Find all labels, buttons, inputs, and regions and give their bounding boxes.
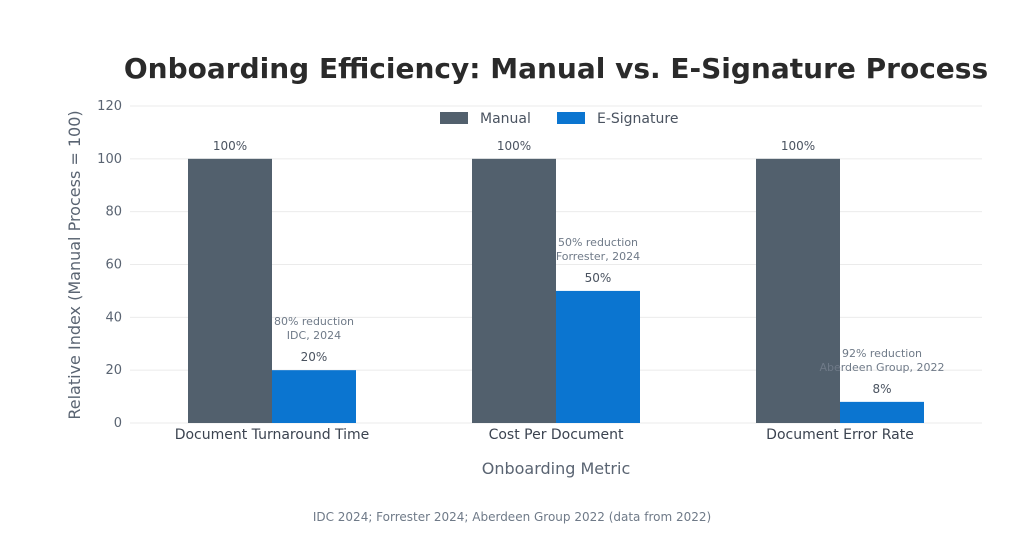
bar-e-signature bbox=[272, 370, 356, 423]
x-category-label: Document Turnaround Time bbox=[175, 427, 370, 443]
bar-e-signature bbox=[556, 290, 640, 423]
bar-manual bbox=[472, 158, 556, 424]
bar-e-signature bbox=[840, 401, 924, 423]
y-tick-label: 20 bbox=[105, 363, 122, 378]
bars bbox=[188, 158, 924, 424]
data-label: 8% bbox=[872, 382, 891, 396]
legend-swatch bbox=[557, 112, 585, 124]
legend-label: Manual bbox=[480, 111, 531, 127]
y-tick-label: 0 bbox=[114, 416, 122, 431]
annotation-line: IDC, 2024 bbox=[287, 329, 341, 342]
legend-swatch bbox=[440, 112, 468, 124]
data-label: 100% bbox=[497, 139, 531, 153]
y-axis-ticks: 0 20 40 60 80 100 120 bbox=[97, 99, 122, 431]
x-axis-categories: Document Turnaround Time Cost Per Documen… bbox=[175, 427, 914, 443]
y-tick-label: 120 bbox=[97, 99, 122, 114]
data-label: 100% bbox=[213, 139, 247, 153]
bar-manual bbox=[188, 158, 272, 424]
value-labels: 100% 20% 100% 50% 100% 8% bbox=[213, 139, 892, 396]
y-tick-label: 40 bbox=[105, 310, 122, 325]
y-tick-label: 80 bbox=[105, 205, 122, 220]
annotation-line: 50% reduction bbox=[558, 236, 638, 249]
bar-manual bbox=[756, 158, 840, 424]
data-label: 20% bbox=[301, 350, 328, 364]
annotation-line: Aberdeen Group, 2022 bbox=[819, 361, 944, 374]
annotation-line: Forrester, 2024 bbox=[556, 250, 640, 263]
data-label: 50% bbox=[585, 271, 612, 285]
chart-title: Onboarding Efficiency: Manual vs. E-Sign… bbox=[124, 52, 988, 85]
y-axis-title: Relative Index (Manual Process = 100) bbox=[65, 110, 84, 419]
data-label: 100% bbox=[781, 139, 815, 153]
annotation-line: 80% reduction bbox=[274, 315, 354, 328]
annotation-line: 92% reduction bbox=[842, 347, 922, 360]
x-category-label: Document Error Rate bbox=[766, 427, 914, 443]
legend-label: E-Signature bbox=[597, 111, 678, 127]
source-note: IDC 2024; Forrester 2024; Aberdeen Group… bbox=[313, 510, 711, 524]
y-tick-label: 100 bbox=[97, 152, 122, 167]
x-axis-title: Onboarding Metric bbox=[482, 459, 631, 478]
x-category-label: Cost Per Document bbox=[489, 427, 624, 443]
y-tick-label: 60 bbox=[105, 258, 122, 273]
legend: Manual E-Signature bbox=[440, 111, 678, 127]
